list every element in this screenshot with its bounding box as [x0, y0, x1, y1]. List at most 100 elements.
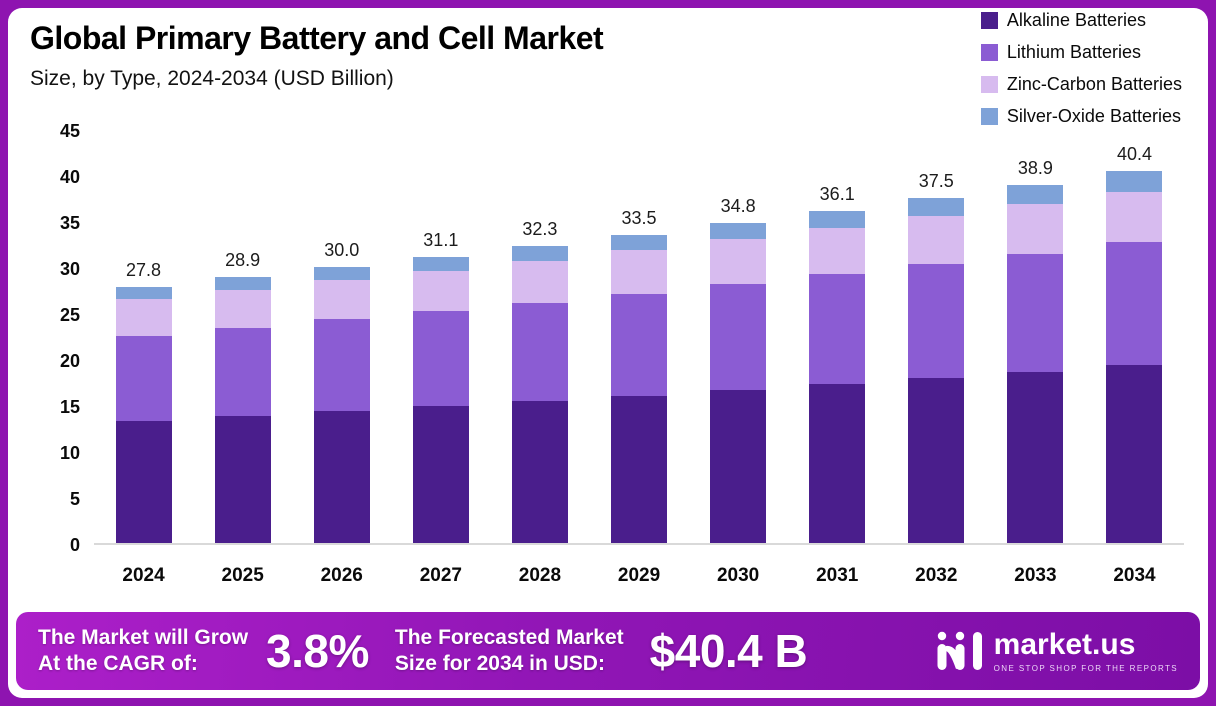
- brand-name: market.us: [993, 627, 1136, 661]
- footer-banner: The Market will Grow At the CAGR of: 3.8…: [16, 612, 1200, 690]
- bar-segment-lithium-batteries-2029: [611, 293, 668, 396]
- bar-segment-alkaline-batteries-2027: [412, 405, 469, 543]
- y-axis-tick-40: 40: [59, 167, 80, 187]
- x-axis-label-2025: 2025: [221, 565, 264, 586]
- bar-total-label-2027: 31.1: [423, 229, 459, 250]
- x-axis-label-2030: 2030: [716, 565, 760, 586]
- bar-segment-alkaline-batteries-2025: [214, 416, 271, 543]
- forecast-label-line1: The Forecasted Market: [394, 625, 624, 649]
- x-axis-label-2024: 2024: [122, 565, 165, 586]
- bar-segment-silver-oxide-batteries-2031: [809, 210, 866, 229]
- cagr-label-line2: At the CAGR of:: [38, 652, 198, 675]
- bar-stack-2027: [412, 256, 469, 543]
- bar-stack-2034: [1106, 171, 1163, 543]
- y-axis: 0 5 10 15 20 25 30 35 40 45: [38, 121, 94, 555]
- bar-segment-zinc-carbon-batteries-2032: [908, 216, 965, 265]
- bar-segment-alkaline-batteries-2026: [313, 411, 370, 543]
- bar-2027: 31.1: [391, 131, 490, 543]
- legend-swatch-icon: [980, 108, 998, 125]
- bar-segment-alkaline-batteries-2028: [511, 401, 568, 543]
- bar-segment-lithium-batteries-2026: [313, 319, 370, 412]
- bar-segment-lithium-batteries-2034: [1106, 242, 1163, 366]
- bar-2031: 36.1: [788, 131, 887, 543]
- x-axis-label-2032: 2032: [915, 565, 958, 586]
- x-axis: 2024 2025 2026 2027 2028 2029 2030 2031 2032 2033…: [94, 565, 1184, 587]
- forecast-label-line2: Size for 2034 in USD:: [394, 652, 605, 675]
- bar-segment-alkaline-batteries-2029: [611, 395, 668, 543]
- bar-total-label-2024: 27.8: [126, 260, 162, 281]
- forecast-value: $40.4 B: [649, 625, 808, 677]
- bar-segment-zinc-carbon-batteries-2026: [313, 279, 370, 320]
- bar-segment-lithium-batteries-2032: [908, 264, 965, 379]
- y-axis-tick-20: 20: [59, 351, 80, 371]
- page-subtitle: Size, by Type, 2024-2034 (USD Billion): [30, 67, 394, 90]
- forecast-label: The Forecasted Market Size for 2034 in U…: [395, 625, 624, 678]
- bar-segment-silver-oxide-batteries-2034: [1106, 171, 1163, 192]
- legend-item-zinc-carbon-batteries: Zinc-Carbon Batteries: [980, 74, 1182, 95]
- bar-segment-silver-oxide-batteries-2024: [115, 287, 172, 300]
- bar-segment-lithium-batteries-2027: [412, 311, 469, 406]
- bar-segment-silver-oxide-batteries-2030: [710, 222, 767, 240]
- bar-segment-silver-oxide-batteries-2032: [908, 198, 965, 217]
- bar-segment-zinc-carbon-batteries-2034: [1106, 191, 1163, 243]
- legend-swatch-icon: [980, 44, 998, 61]
- bar-segment-silver-oxide-batteries-2026: [313, 267, 370, 280]
- bar-total-label-2034: 40.4: [1116, 144, 1152, 165]
- y-axis-tick-45: 45: [59, 121, 80, 141]
- bar-segment-lithium-batteries-2033: [1007, 254, 1064, 372]
- bar-segment-lithium-batteries-2031: [809, 274, 866, 384]
- header: Global Primary Battery and Cell Market S…: [30, 20, 604, 91]
- bar-2028: 32.3: [490, 131, 589, 543]
- bar-total-label-2029: 33.5: [621, 207, 657, 228]
- brand-tagline: ONE STOP SHOP FOR THE REPORTS: [993, 663, 1178, 673]
- legend-label: Zinc-Carbon Batteries: [1006, 74, 1182, 94]
- bar-stack-2025: [214, 277, 271, 543]
- bar-2030: 34.8: [689, 131, 788, 543]
- bar-segment-zinc-carbon-batteries-2031: [809, 228, 866, 275]
- chart-canvas: Global Primary Battery and Cell Market S…: [8, 8, 1208, 698]
- cagr-value: 3.8%: [266, 625, 369, 677]
- bar-stack-2033: [1007, 185, 1064, 543]
- bar-segment-lithium-batteries-2025: [214, 327, 271, 417]
- bar-segment-alkaline-batteries-2030: [710, 390, 767, 543]
- legend-swatch-icon: [980, 12, 998, 29]
- bar-stack-2026: [313, 267, 370, 543]
- bar-segment-zinc-carbon-batteries-2025: [214, 290, 271, 328]
- bar-segment-alkaline-batteries-2031: [809, 383, 866, 543]
- bar-2032: 37.5: [887, 131, 986, 543]
- y-axis-tick-30: 30: [59, 259, 80, 279]
- y-axis-tick-10: 10: [59, 443, 80, 463]
- bar-2034: 40.4: [1085, 131, 1184, 543]
- x-axis-label-2033: 2033: [1014, 565, 1057, 586]
- cagr-label: The Market will Grow At the CAGR of:: [38, 625, 248, 678]
- bar-stack-2030: [710, 222, 767, 543]
- y-axis-tick-25: 25: [59, 305, 80, 325]
- bar-segment-zinc-carbon-batteries-2029: [611, 250, 668, 294]
- bar-segment-alkaline-batteries-2024: [115, 420, 172, 543]
- bar-segment-silver-oxide-batteries-2029: [611, 234, 668, 251]
- x-axis-label-2029: 2029: [617, 565, 661, 586]
- x-axis-label-2028: 2028: [518, 565, 562, 586]
- bar-stack-2032: [908, 198, 965, 543]
- bar-segment-lithium-batteries-2024: [115, 336, 172, 421]
- bar-segment-lithium-batteries-2028: [511, 302, 568, 402]
- bar-total-label-2030: 34.8: [720, 195, 756, 216]
- bar-2026: 30.0: [292, 131, 391, 543]
- bar-stack-2028: [511, 245, 568, 543]
- x-axis-label-2034: 2034: [1113, 565, 1156, 586]
- bar-stack-2029: [611, 234, 668, 543]
- bar-total-label-2026: 30.0: [324, 240, 360, 261]
- cagr-label-line1: The Market will Grow: [38, 625, 249, 649]
- market-us-logo-icon: [937, 631, 982, 670]
- x-axis-label-2031: 2031: [816, 565, 859, 586]
- y-axis-tick-5: 5: [69, 489, 80, 509]
- bar-2025: 28.9: [193, 131, 292, 543]
- legend-label: Lithium Batteries: [1006, 42, 1141, 62]
- bar-segment-lithium-batteries-2030: [710, 284, 767, 391]
- bar-segment-silver-oxide-batteries-2028: [511, 245, 568, 261]
- legend-item-alkaline-batteries: Alkaline Batteries: [980, 10, 1182, 31]
- bar-segment-zinc-carbon-batteries-2033: [1007, 204, 1064, 255]
- bar-segment-silver-oxide-batteries-2033: [1007, 185, 1064, 205]
- bar-stack-2031: [809, 210, 866, 543]
